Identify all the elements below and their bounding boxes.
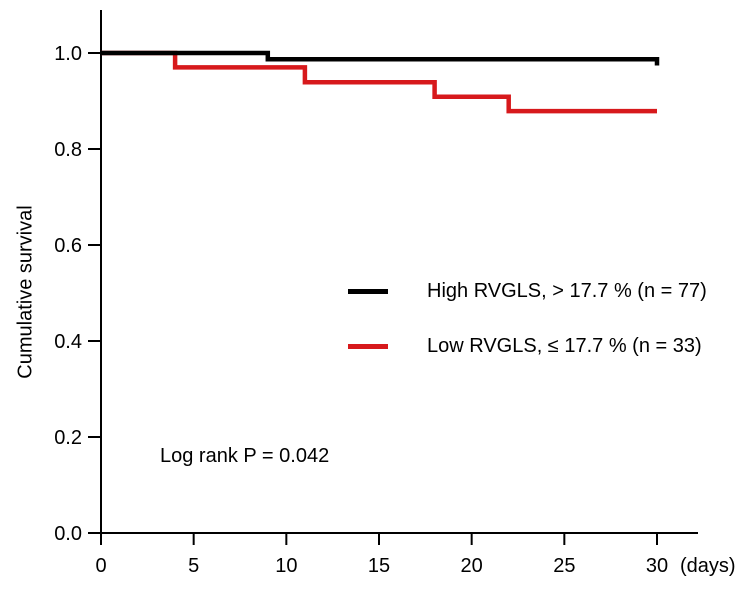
legend: High RVGLS, > 17.7 % (n = 77) Low RVGLS,… [348,279,707,391]
x-tick-label: 5 [188,555,199,577]
y-tick-label: 0.8 [54,139,82,161]
x-tick-label: 0 [95,555,106,577]
x-tick-label: 30 [646,555,668,577]
x-tick-label: 20 [461,555,483,577]
x-tick-label: 10 [275,555,297,577]
legend-label-high-rvgls: High RVGLS, > 17.7 % (n = 77) [427,279,707,302]
axes [100,10,698,545]
tick-marks [88,52,658,545]
legend-item-low-rvgls: Low RVGLS, ≤ 17.7 % (n = 33) [348,334,707,357]
x-tick-label: 25 [553,555,575,577]
y-tick-label: 0.6 [54,235,82,257]
log-rank-annotation: Log rank P = 0.042 [160,445,330,467]
y-tick-label: 1.0 [54,43,82,65]
x-tick-label: 15 [368,555,390,577]
x-axis-unit-label: (days) [680,555,736,577]
survival-curve [101,50,660,66]
low-rvgls-line-swatch [348,343,388,349]
survival-curves [101,50,660,114]
legend-label-low-rvgls: Low RVGLS, ≤ 17.7 % (n = 33) [427,334,702,357]
high-rvgls-line-swatch [348,288,388,294]
tick-labels: 1.0 0.8 0.6 0.4 0.2 0.0 0 5 10 15 20 25 30 [54,43,668,577]
y-tick-label: 0.4 [54,331,82,353]
y-axis-title: Cumulative survival [14,205,37,379]
survival-curve [101,50,657,114]
y-tick-label: 0.2 [54,427,82,449]
y-tick-label: 0.0 [54,523,82,545]
legend-item-high-rvgls: High RVGLS, > 17.7 % (n = 77) [348,279,707,302]
